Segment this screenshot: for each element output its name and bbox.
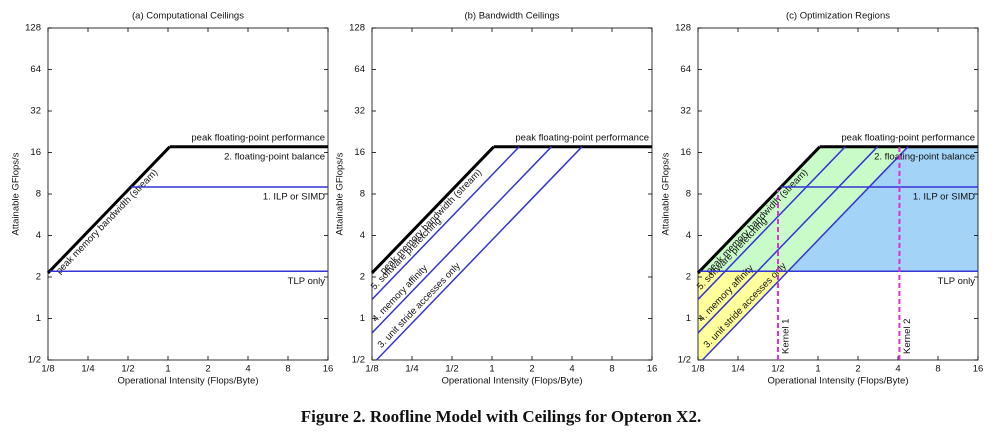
x-tick-label: 1/4 (731, 364, 744, 375)
panel-title: (b) Bandwidth Ceilings (464, 11, 559, 22)
y-tick-label: 16 (680, 147, 691, 158)
region-yellow (698, 271, 788, 360)
y-tick-label: 16 (30, 147, 41, 158)
y-tick-label: 1 (36, 313, 41, 324)
x-tick-label: 1/2 (445, 364, 458, 375)
series-line (697, 146, 846, 300)
x-axis-label: Operational Intensity (Flops/Byte) (118, 376, 259, 387)
series-label: peak floating-point performance (515, 132, 649, 143)
x-tick-label: 1/8 (365, 364, 378, 375)
y-axis-label: Attainable GFlops/s (335, 152, 346, 235)
x-tick-label: 1/8 (691, 364, 704, 375)
x-tick-label: 1 (489, 364, 494, 375)
y-tick-label: 2 (686, 272, 691, 283)
x-tick-label: 2 (529, 364, 534, 375)
series-line (697, 146, 878, 334)
y-tick-label: 32 (354, 106, 365, 117)
x-tick-label: 1 (165, 364, 170, 375)
y-tick-label: 128 (25, 23, 41, 34)
x-tick-label: 8 (285, 364, 290, 375)
y-tick-label: 16 (354, 147, 365, 158)
series-label: 1. ILP or SIMD (263, 191, 325, 202)
y-tick-label: 8 (360, 189, 365, 200)
x-tick-label: 2 (205, 364, 210, 375)
y-tick-label: 128 (349, 23, 365, 34)
panel-title: (a) Computational Ceilings (132, 11, 244, 22)
x-tick-label: 8 (609, 364, 614, 375)
series-label: peak floating-point performance (191, 132, 325, 143)
x-tick-label: 1/4 (81, 364, 94, 375)
y-tick-label: 1 (360, 313, 365, 324)
x-tick-label: 16 (973, 364, 984, 375)
y-tick-label: 32 (30, 106, 41, 117)
series-line (375, 146, 583, 361)
series-label: TLP only (288, 276, 326, 287)
annotation: 2. floating-point balance (224, 151, 325, 162)
y-tick-label: 2 (360, 272, 365, 283)
region-green (699, 146, 908, 272)
y-tick-label: 4 (360, 230, 365, 241)
y-tick-label: 32 (680, 106, 691, 117)
series-line (370, 145, 495, 274)
series-label: 4. memory affinity (370, 263, 430, 325)
series-line (46, 145, 171, 274)
x-tick-label: 1 (815, 364, 820, 375)
x-tick-label: 2 (855, 364, 860, 375)
panel-title: (c) Optimization Regions (786, 11, 890, 22)
kernel-label: Kernel 2 (902, 319, 913, 354)
series-label: peak memory bandwidth (stream) (54, 167, 160, 276)
x-tick-label: 4 (895, 364, 900, 375)
x-tick-label: 4 (245, 364, 250, 375)
y-tick-label: 128 (675, 23, 691, 34)
series-line (701, 146, 909, 361)
y-tick-label: 2 (36, 272, 41, 283)
y-tick-label: 8 (36, 189, 41, 200)
y-axis-label: Attainable GFlops/s (11, 152, 22, 235)
x-tick-label: 1/8 (41, 364, 54, 375)
x-tick-label: 4 (569, 364, 574, 375)
kernel-label: Kernel 1 (781, 319, 792, 354)
y-tick-label: 4 (686, 230, 691, 241)
series-label: peak floating-point performance (841, 132, 975, 143)
series-label: TLP only (938, 276, 976, 287)
y-tick-label: 1 (686, 313, 691, 324)
x-tick-label: 1/4 (405, 364, 418, 375)
caption: Figure 2. Roofline Model with Ceilings f… (301, 407, 701, 426)
y-tick-label: 64 (30, 64, 41, 75)
x-axis-label: Operational Intensity (Flops/Byte) (442, 376, 583, 387)
x-axis-label: Operational Intensity (Flops/Byte) (768, 376, 909, 387)
panel: (a) Computational Ceilings Operational In… (11, 11, 334, 387)
series-line (371, 146, 552, 334)
y-tick-label: 8 (686, 189, 691, 200)
series-line (371, 146, 520, 300)
region-blue (787, 146, 978, 272)
x-tick-label: 16 (647, 364, 658, 375)
x-tick-label: 1/2 (771, 364, 784, 375)
panel: (b) Bandwidth Ceilings Operational Intens… (335, 11, 658, 387)
x-tick-label: 1/2 (121, 364, 134, 375)
y-tick-label: 4 (36, 230, 41, 241)
series-label: 1. ILP or SIMD (913, 191, 975, 202)
x-tick-label: 16 (323, 364, 334, 375)
series-line (696, 145, 821, 274)
y-tick-label: 1/2 (28, 355, 41, 366)
y-axis-label: Attainable GFlops/s (661, 152, 672, 235)
annotation: 2. floating-point balance (874, 151, 975, 162)
x-tick-label: 8 (935, 364, 940, 375)
y-tick-label: 1/2 (678, 355, 691, 366)
y-tick-label: 1/2 (352, 355, 365, 366)
y-tick-label: 64 (354, 64, 365, 75)
panel: (c) Optimization Regions Operational Inte… (661, 11, 984, 387)
y-tick-label: 64 (680, 64, 691, 75)
